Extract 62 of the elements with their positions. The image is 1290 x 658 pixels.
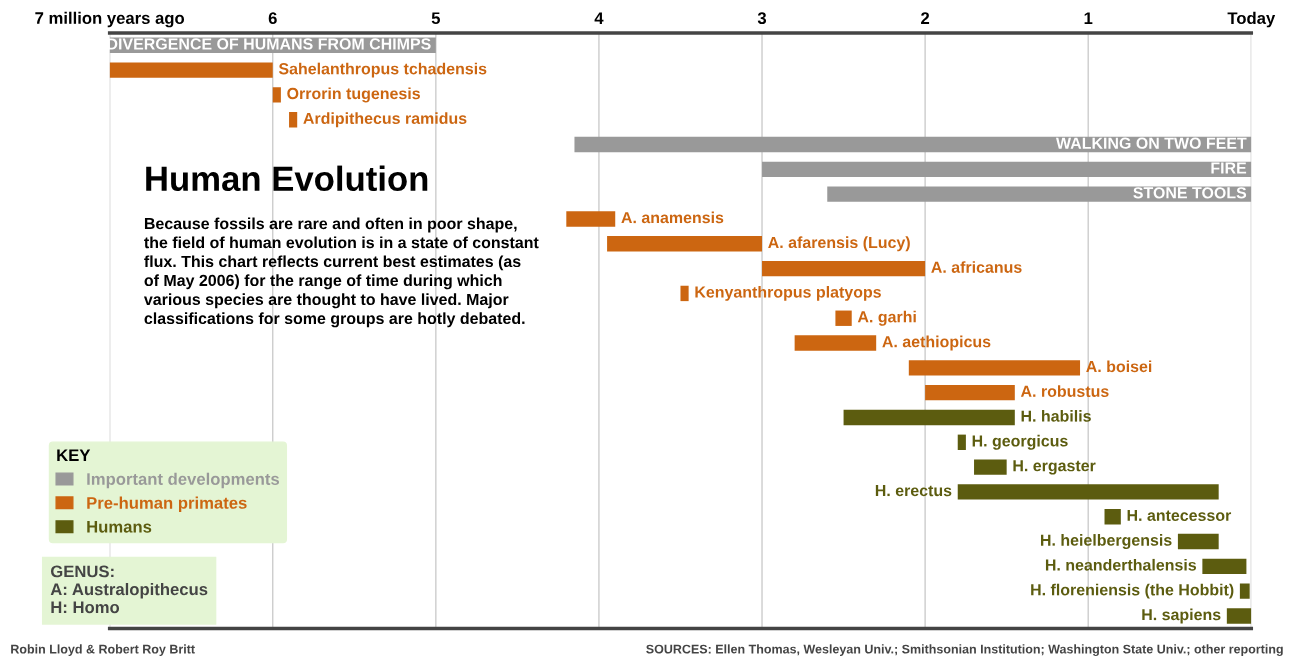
bar (1202, 558, 1247, 575)
bar (289, 112, 298, 128)
bar (974, 459, 1007, 475)
y-tick-label: H. georgicus (972, 434, 1068, 450)
bar (762, 161, 1252, 178)
y-tick-label: H. erectus (875, 485, 952, 497)
legend-label: Pre-human primates (87, 496, 247, 513)
x-tick-label: 7 million years ago (35, 11, 185, 28)
bar (680, 285, 689, 302)
y-tick-label: A. africanus (931, 261, 1022, 273)
y-tick-label: A. afarensis (Lucy) (768, 236, 910, 252)
y-tick-label: Ardipithecus ramidus (303, 112, 467, 128)
bar (1226, 608, 1252, 624)
bar (607, 236, 763, 252)
y-tick-label: STONE TOOLS (1133, 187, 1247, 199)
legend-label: Important developments (87, 472, 280, 489)
y-tick-label: Kenyanthropus platyops (695, 285, 881, 301)
text: Human Evolution (146, 165, 428, 192)
bar (1177, 533, 1219, 550)
y-tick-label: Sahelanthropus tchadensis (278, 62, 487, 78)
text: Because fossils are rare and often in poor shape, the field of human evolution is in a state of constant flux. This chart reflects current best estimates (as of May 2006) for the range of time during which various species are thought to have lived. Major classifications for some groups are hotly debated. (143, 217, 539, 328)
y-tick-label: A. anamensis (621, 211, 724, 224)
source-note: SOURCES: Ellen Thomas, Wesleyan Univ.; Smithsonian Institution; Washington State Univ.; other reporting (646, 644, 1283, 657)
y-tick-label: Orrorin tugenesis (287, 87, 420, 103)
legend-label: Humans (87, 521, 152, 533)
x-tick-label: 1 (1084, 12, 1093, 24)
bar (835, 310, 852, 326)
y-tick-label: H. sapiens (1142, 608, 1221, 624)
text: Robin Lloyd & Robert Roy Britt (11, 644, 195, 657)
y-tick-label: H. floreniensis (the Hobbit) (1031, 583, 1234, 599)
y-tick-label: A. aethiopicus (882, 335, 991, 351)
y-tick-label: H. antecessor (1127, 509, 1232, 522)
bar (762, 260, 926, 277)
y-tick-label: H. neanderthalensis (1045, 558, 1197, 571)
x-tick-label: 5 (431, 12, 441, 25)
annotation: GENUS: A: Australopithecus H: Homo (50, 565, 208, 614)
bar (794, 335, 877, 351)
x-tick-label: 3 (757, 12, 767, 25)
y-tick-label: FIRE (1211, 162, 1247, 174)
y-tick-label: H. ergaster (1013, 460, 1096, 475)
y-tick-label: H. heielbergensis (1041, 534, 1172, 550)
bar (827, 186, 1252, 202)
bar (272, 87, 281, 103)
y-tick-label: A. boisei (1086, 360, 1152, 373)
y-tick-label: A. robustus (1020, 385, 1109, 397)
y-tick-label: WALKING ON TWO FEET (1055, 137, 1247, 149)
legend-title: KEY (57, 449, 91, 461)
bar (566, 211, 616, 227)
bar (843, 409, 1015, 426)
x-tick-label: Today (1227, 11, 1276, 28)
bar (1239, 583, 1250, 599)
y-tick-label: H. habilis (1021, 410, 1091, 422)
y-tick-label: A. garhi (857, 310, 916, 326)
x-tick-label: 2 (921, 12, 930, 24)
x-tick-label: 6 (268, 12, 277, 25)
bar (1104, 509, 1121, 525)
x-tick-label: 4 (594, 12, 604, 24)
bar (957, 484, 1219, 500)
bar (957, 434, 966, 450)
bar (109, 62, 273, 78)
bar (908, 360, 1081, 376)
bar (925, 384, 1015, 401)
